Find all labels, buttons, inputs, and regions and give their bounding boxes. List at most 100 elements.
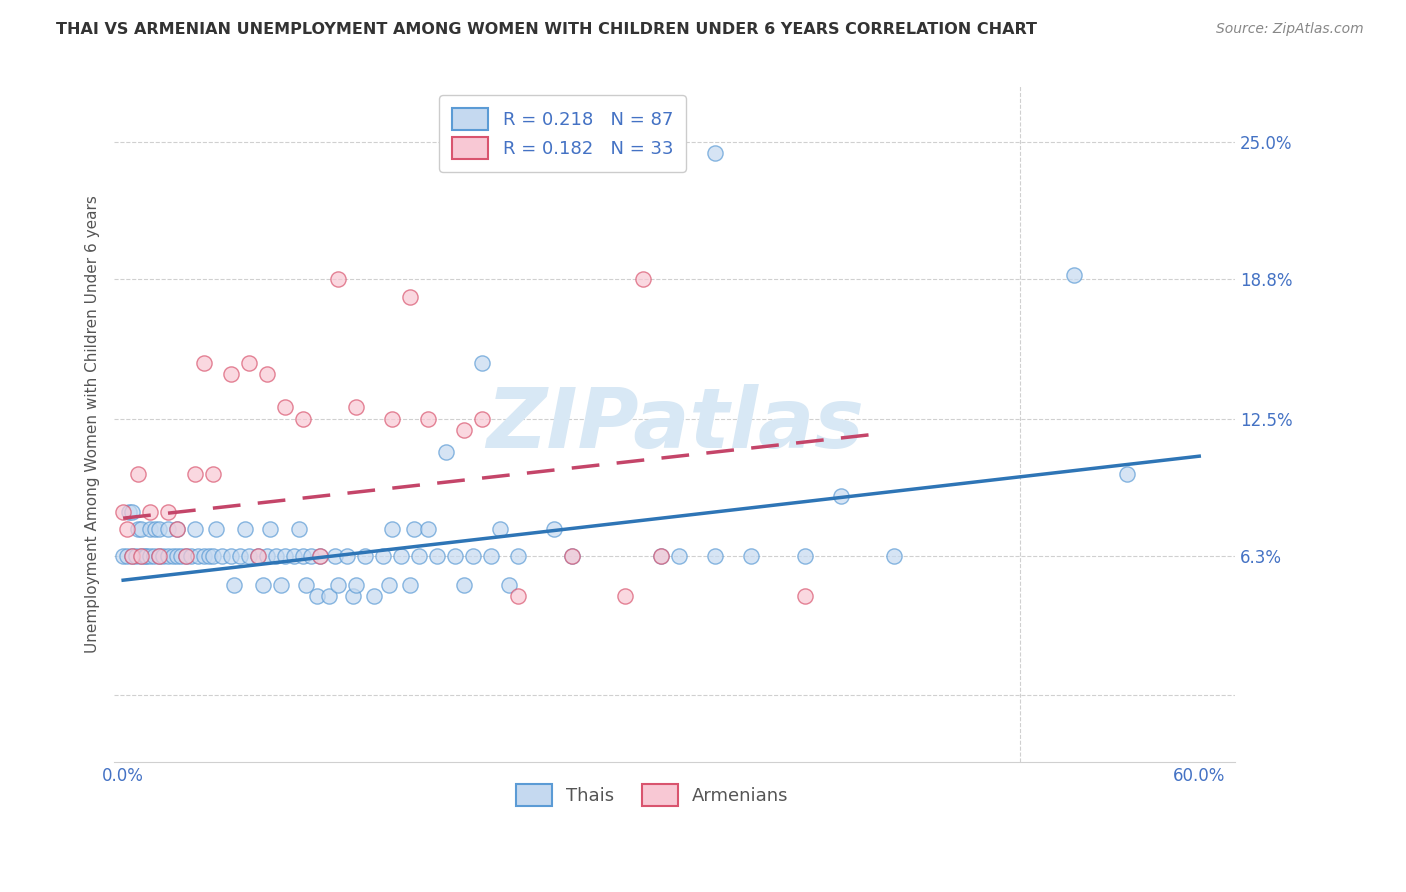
Point xyxy=(336,549,359,563)
Point xyxy=(416,411,439,425)
Point xyxy=(426,549,449,563)
Point xyxy=(187,549,209,563)
Point xyxy=(402,522,425,536)
Point xyxy=(219,368,242,382)
Point xyxy=(488,522,510,536)
Point xyxy=(444,549,467,563)
Point xyxy=(342,589,364,603)
Point xyxy=(704,145,727,160)
Point xyxy=(174,549,197,563)
Point xyxy=(238,356,260,370)
Point xyxy=(381,411,404,425)
Point xyxy=(145,522,167,536)
Point xyxy=(112,549,135,563)
Text: ZIPatlas: ZIPatlas xyxy=(485,384,863,465)
Point xyxy=(142,549,165,563)
Point xyxy=(162,549,184,563)
Point xyxy=(166,522,188,536)
Point xyxy=(201,467,224,481)
Point xyxy=(112,504,135,518)
Point xyxy=(344,401,367,415)
Point xyxy=(305,589,328,603)
Point xyxy=(139,504,162,518)
Point xyxy=(650,549,672,563)
Point xyxy=(270,577,292,591)
Point xyxy=(668,549,690,563)
Point xyxy=(115,549,138,563)
Point xyxy=(129,549,152,563)
Point xyxy=(883,549,905,563)
Point xyxy=(344,577,367,591)
Point xyxy=(471,356,494,370)
Point xyxy=(139,522,162,536)
Point xyxy=(389,549,412,563)
Point xyxy=(115,522,138,536)
Point xyxy=(560,549,582,563)
Text: THAI VS ARMENIAN UNEMPLOYMENT AMONG WOMEN WITH CHILDREN UNDER 6 YEARS CORRELATIO: THAI VS ARMENIAN UNEMPLOYMENT AMONG WOME… xyxy=(56,22,1038,37)
Point xyxy=(363,589,385,603)
Point xyxy=(127,522,149,536)
Point xyxy=(198,549,221,563)
Point xyxy=(166,522,188,536)
Point xyxy=(408,549,430,563)
Point xyxy=(193,356,215,370)
Point xyxy=(152,549,174,563)
Point xyxy=(323,549,346,563)
Point xyxy=(793,589,815,603)
Point xyxy=(506,549,529,563)
Point xyxy=(125,549,148,563)
Point xyxy=(381,522,404,536)
Point xyxy=(416,522,439,536)
Point xyxy=(328,272,350,286)
Point xyxy=(560,549,582,563)
Point xyxy=(309,549,332,563)
Point xyxy=(434,444,457,458)
Point xyxy=(256,549,278,563)
Point xyxy=(117,504,139,518)
Point xyxy=(134,549,156,563)
Point xyxy=(169,549,191,563)
Point xyxy=(301,549,323,563)
Point xyxy=(129,522,152,536)
Point xyxy=(229,549,252,563)
Point xyxy=(453,423,475,437)
Point xyxy=(252,577,274,591)
Point xyxy=(219,549,242,563)
Point xyxy=(318,589,340,603)
Point xyxy=(148,549,170,563)
Point xyxy=(830,489,852,503)
Point xyxy=(543,522,565,536)
Point xyxy=(1116,467,1139,481)
Y-axis label: Unemployment Among Women with Children Under 6 years: Unemployment Among Women with Children U… xyxy=(86,195,100,653)
Point xyxy=(283,549,305,563)
Point xyxy=(291,411,314,425)
Point xyxy=(121,549,143,563)
Point xyxy=(1063,268,1085,282)
Point xyxy=(256,368,278,382)
Point xyxy=(184,522,207,536)
Point xyxy=(156,504,179,518)
Point xyxy=(498,577,520,591)
Point xyxy=(453,577,475,591)
Point xyxy=(373,549,395,563)
Point xyxy=(273,549,295,563)
Point xyxy=(264,549,287,563)
Point xyxy=(139,549,162,563)
Point xyxy=(399,290,422,304)
Point xyxy=(273,401,295,415)
Point xyxy=(633,272,655,286)
Point xyxy=(121,549,143,563)
Point xyxy=(246,549,269,563)
Point xyxy=(328,577,350,591)
Text: Source: ZipAtlas.com: Source: ZipAtlas.com xyxy=(1216,22,1364,37)
Point xyxy=(180,549,202,563)
Point xyxy=(211,549,233,563)
Point xyxy=(740,549,762,563)
Point xyxy=(156,522,179,536)
Point xyxy=(166,549,188,563)
Point xyxy=(309,549,332,563)
Point xyxy=(156,549,179,563)
Point xyxy=(193,549,215,563)
Point xyxy=(461,549,484,563)
Point xyxy=(224,577,246,591)
